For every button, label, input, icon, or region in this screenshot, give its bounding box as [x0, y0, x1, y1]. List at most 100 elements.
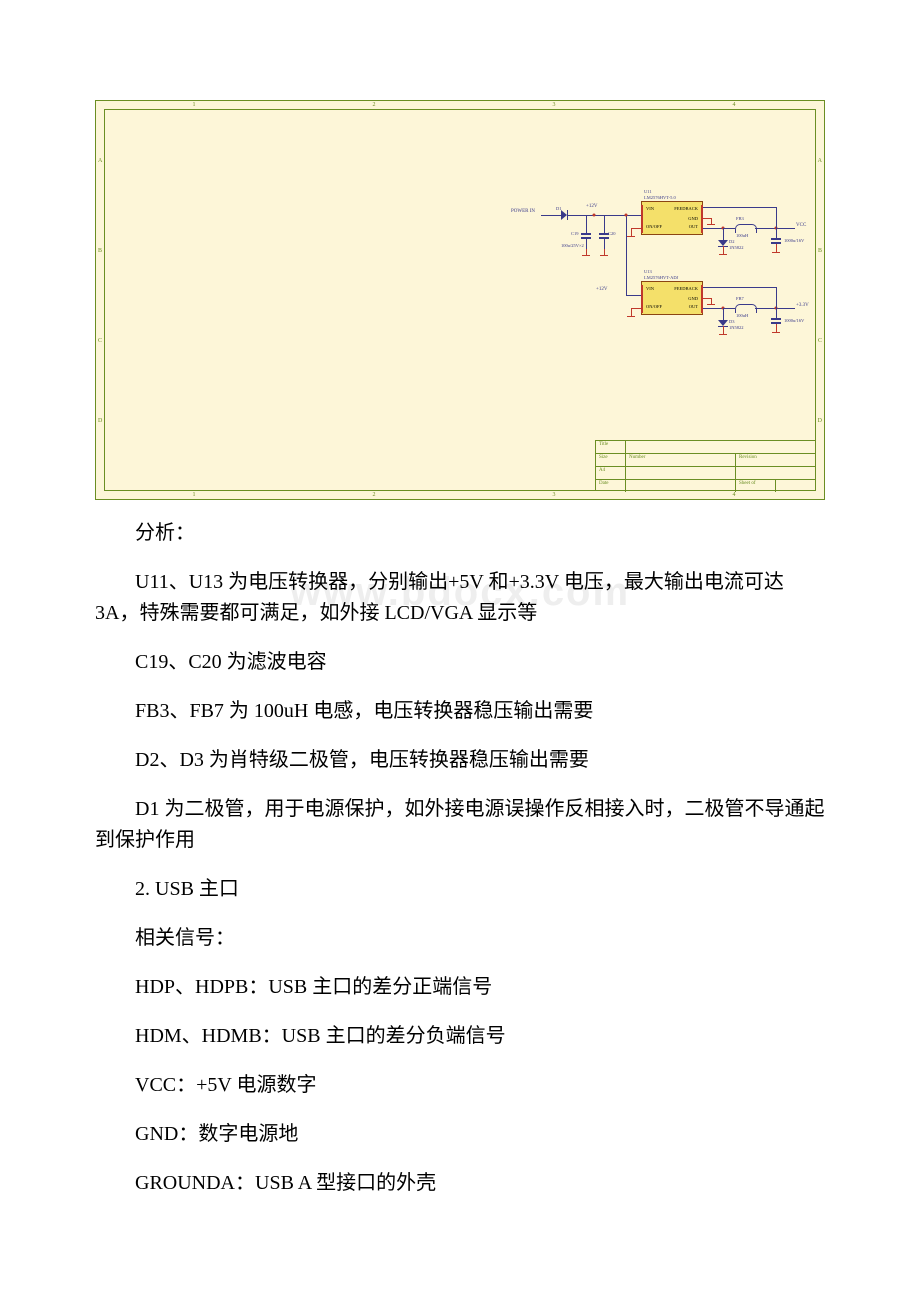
- col-tick-bot-4: 4: [733, 492, 736, 498]
- body-text: 分析： U11、U13 为电压转换器，分别输出+5V 和+3.3V 电压，最大输…: [95, 518, 825, 1199]
- tb-sheet-label: Sheet of: [736, 480, 776, 492]
- u11-fb: FEEDBACK: [674, 206, 698, 211]
- row-tick-l-c: C: [98, 338, 102, 344]
- para-analysis: 分析：: [95, 518, 825, 549]
- schematic-inner-border: [104, 109, 816, 491]
- tb-title-label: Title: [596, 441, 626, 453]
- net-power-in: POWER IN: [511, 209, 535, 214]
- tb-number-label: Number: [626, 454, 736, 466]
- u11-on: ON/OFF: [646, 224, 662, 229]
- para-fb3-fb7: FB3、FB7 为 100uH 电感，电压转换器稳压输出需要: [95, 696, 825, 727]
- gnd-d2-a: [723, 246, 724, 254]
- wire-u11-gnd: [703, 218, 711, 219]
- label-u13: U13: [644, 269, 652, 274]
- chip-u13: VIN ON/OFF FEEDBACK GND OUT: [641, 281, 703, 315]
- wire-c20-top: [604, 215, 605, 233]
- gnd-u13-b: [707, 304, 715, 305]
- u13-onoff-v: [631, 308, 632, 316]
- label-u11-part: LM2576HVT-5.0: [644, 195, 676, 200]
- label-co1-val: 1000u/16V: [784, 238, 804, 243]
- label-d2: D2: [729, 239, 735, 244]
- u11-onoff-g: [627, 236, 635, 237]
- net-12v-2: +12V: [596, 287, 607, 292]
- gnd-co2-b: [772, 332, 780, 333]
- net-3v3: +3.3V: [796, 303, 809, 308]
- tb-rev-label: Revision: [736, 454, 816, 466]
- u13-fb: FEEDBACK: [674, 286, 698, 291]
- cap-c19-p1: [581, 233, 591, 235]
- para-gnd: GND：数字电源地: [95, 1119, 825, 1150]
- label-u11: U11: [644, 189, 652, 194]
- wire-u11-fb-v: [776, 207, 777, 228]
- u13-vin: VIN: [646, 286, 654, 291]
- wire-d3-top: [723, 308, 724, 320]
- label-fb3-val: 100uH: [736, 233, 748, 238]
- label-d2-val: 1N5822: [729, 245, 744, 250]
- net-12v: +12V: [586, 204, 597, 209]
- label-fb3: FB3: [736, 216, 744, 221]
- u13-on: ON/OFF: [646, 304, 662, 309]
- u11-pins-left: [641, 205, 643, 233]
- row-tick-r-d: D: [818, 418, 822, 424]
- gnd-in-2b: [600, 255, 608, 256]
- para-signals: 相关信号：: [95, 923, 825, 954]
- label-d3: D3: [729, 319, 735, 324]
- wire-u11-fb: [703, 207, 776, 208]
- gnd-co2-a: [776, 324, 777, 332]
- para-hdm: HDM、HDMB：USB 主口的差分负端信号: [95, 1021, 825, 1052]
- wire-in-3: [592, 215, 641, 216]
- wire-c20-bot: [604, 239, 605, 249]
- label-d3-val: 1N5822: [729, 325, 744, 330]
- tb-rev-value: [736, 467, 816, 479]
- wire-u13-out: [703, 308, 723, 309]
- row-tick-r-c: C: [818, 338, 822, 344]
- gnd-d3-b: [719, 334, 727, 335]
- tb-size-label: Size: [596, 454, 626, 466]
- wire-u13-in: [626, 295, 641, 296]
- gnd-co1-b: [772, 252, 780, 253]
- label-co2-val: 1000u/16V: [784, 318, 804, 323]
- para-grounda: GROUNDA：USB A 型接口的外壳: [95, 1168, 825, 1199]
- row-tick-l-b: B: [98, 248, 102, 254]
- tb-size-value: A4: [596, 467, 626, 479]
- label-fb7: FB7: [736, 296, 744, 301]
- gnd-co1-a: [776, 244, 777, 252]
- label-cin-val: 100u/25V×2: [561, 243, 584, 248]
- wire-d2-top: [723, 228, 724, 240]
- wire-in-2: [567, 215, 592, 216]
- gnd-u11-b: [707, 224, 715, 225]
- para-c19-c20: C19、C20 为滤波电容: [95, 647, 825, 678]
- node-12v-bus-top: [625, 214, 628, 217]
- u11-onoff-w: [631, 228, 641, 229]
- para-hdp: HDP、HDPB：USB 主口的差分正端信号: [95, 972, 825, 1003]
- u13-pins-left: [641, 285, 643, 313]
- cap-c20-p1: [599, 233, 609, 235]
- u11-out: OUT: [689, 224, 698, 229]
- wire-fb3-l: [723, 228, 735, 229]
- u11-onoff-v: [631, 228, 632, 236]
- tb-title-value: [626, 441, 816, 453]
- col-tick-bot-3: 3: [553, 492, 556, 498]
- wire-u13-fb-v: [776, 287, 777, 308]
- tb-drawn-value: [776, 480, 816, 492]
- u11-gnd: GND: [688, 216, 698, 221]
- tb-number-value: [626, 467, 736, 479]
- u11-vin: VIN: [646, 206, 654, 211]
- wire-fb7-l: [723, 308, 735, 309]
- col-tick-top-4: 4: [733, 102, 736, 108]
- wire-c19-top: [586, 215, 587, 233]
- para-vcc: VCC：+5V 电源数字: [95, 1070, 825, 1101]
- para-d2-d3: D2、D3 为肖特级二极管，电压转换器稳压输出需要: [95, 745, 825, 776]
- label-c19: C19: [571, 231, 579, 236]
- para-usb-heading: 2. USB 主口: [95, 874, 825, 905]
- u13-onoff-w: [631, 308, 641, 309]
- cap-co1-p1: [771, 238, 781, 240]
- wire-in-1: [541, 215, 561, 216]
- schematic-figure: 1 2 3 4 1 2 3 4 A B C D A B C D POWER IN…: [95, 100, 825, 500]
- wire-co1-top: [776, 228, 777, 238]
- label-c20: C20: [608, 231, 616, 236]
- inductor-fb7-icon: [735, 304, 757, 313]
- col-tick-top-2: 2: [373, 102, 376, 108]
- wire-u13-gnd: [703, 298, 711, 299]
- tb-date-label: Date: [596, 480, 626, 492]
